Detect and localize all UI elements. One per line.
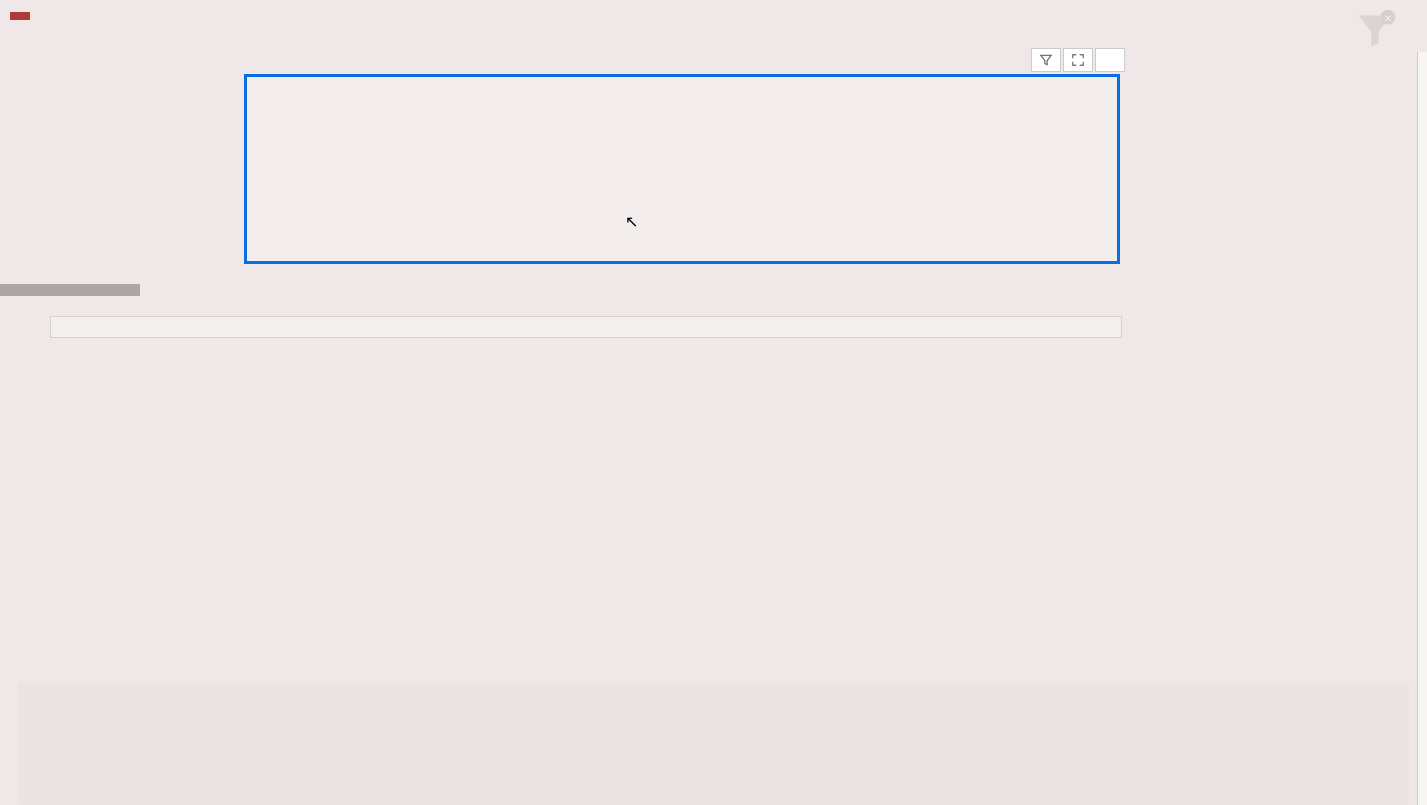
category-header	[0, 284, 140, 296]
page-number-badge	[10, 12, 30, 20]
timeline-chart[interactable]	[244, 74, 1120, 264]
focus-mode-icon[interactable]	[1063, 48, 1093, 72]
filters-pane-collapsed[interactable]	[1417, 52, 1427, 805]
satisfaction-bars-chart[interactable]	[714, 695, 1370, 805]
more-options-icon[interactable]	[1095, 48, 1125, 72]
category-grid	[50, 316, 1122, 338]
filter-funnel-icon[interactable]: ×	[1353, 8, 1397, 57]
svg-text:×: ×	[1384, 11, 1392, 26]
filter-icon[interactable]	[1031, 48, 1061, 72]
year-bars-chart[interactable]	[58, 695, 714, 805]
